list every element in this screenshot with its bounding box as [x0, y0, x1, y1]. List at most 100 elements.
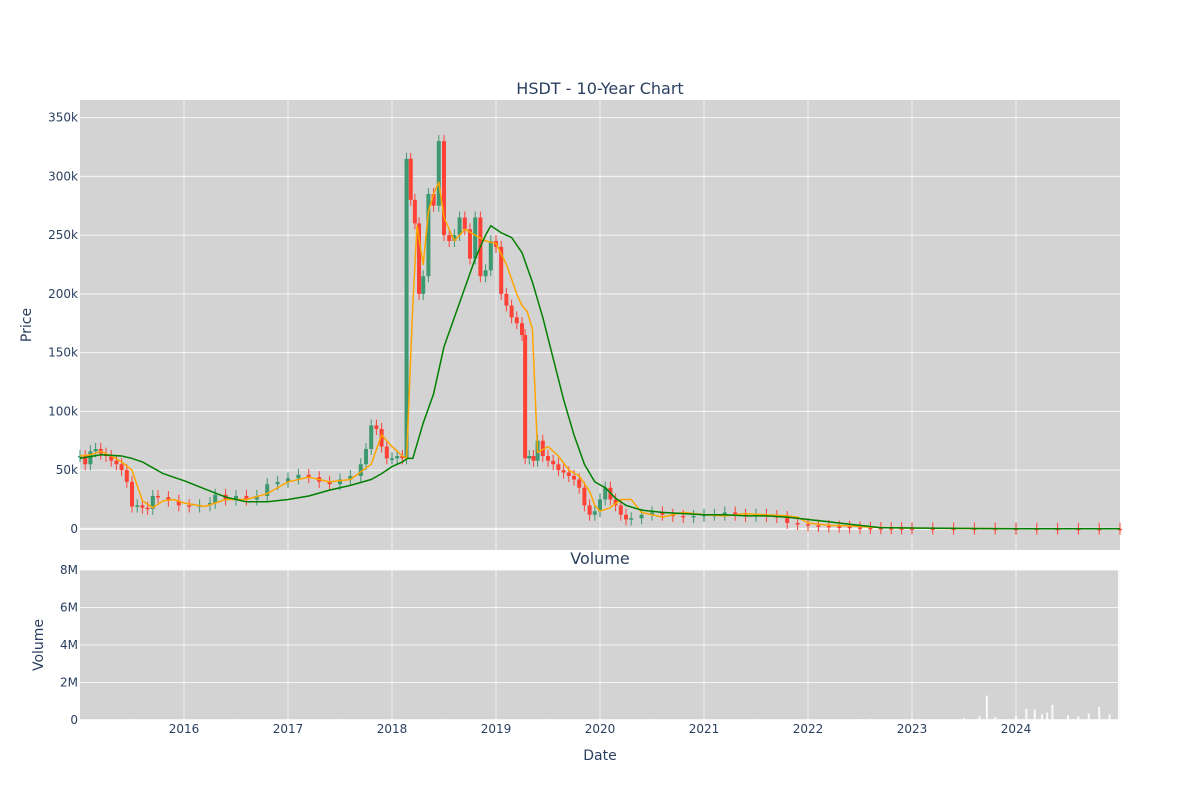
volume-bar	[1046, 712, 1049, 720]
candle-body	[504, 293, 509, 306]
candle-body	[408, 158, 413, 200]
x-tick-label: 2021	[689, 722, 720, 736]
volume-bar	[1067, 715, 1069, 720]
volume-bar	[807, 719, 809, 720]
candle-body	[421, 276, 426, 294]
candle-body	[691, 515, 696, 518]
candle-body	[523, 334, 528, 459]
candle-body	[447, 235, 452, 241]
candle-body	[546, 456, 550, 461]
candle-body	[826, 525, 831, 528]
price-y-tick-label: 200k	[48, 287, 78, 301]
candle-body	[374, 425, 379, 429]
candle-body	[899, 528, 904, 530]
candle-body	[993, 528, 998, 531]
candle-body	[379, 428, 384, 447]
volume-bar	[1117, 570, 1120, 720]
price-y-tick-label: 150k	[48, 346, 78, 360]
volume-bar	[287, 719, 289, 720]
candle-body	[847, 526, 852, 529]
tick-labels: 2016 2017 2018 2019 2020 2021 2022 2023 2024 0 50k…	[48, 111, 1031, 736]
volume-y-tick-label: 6M	[60, 601, 78, 615]
volume-bar	[131, 719, 133, 720]
volume-y-tick-label: 2M	[60, 676, 78, 690]
candle-body	[785, 517, 790, 523]
candle-body	[254, 495, 259, 500]
volume-bar	[963, 718, 965, 720]
candle-body	[187, 505, 192, 507]
candle-body	[582, 487, 587, 506]
volume-bar	[869, 718, 872, 720]
candle-body	[348, 475, 353, 480]
price-y-axis-title: Price	[19, 308, 35, 342]
x-tick-label: 2016	[169, 722, 200, 736]
volume-bar	[911, 718, 913, 720]
candle-body	[650, 512, 654, 515]
volume-bar	[1087, 713, 1090, 720]
candle-body	[135, 505, 140, 507]
candle-body	[83, 456, 88, 465]
candle-body	[327, 481, 332, 485]
volume-bar	[994, 717, 997, 720]
volume-subplot-title: Volume	[570, 549, 630, 568]
candle-body	[400, 456, 405, 459]
volume-bar	[1015, 716, 1017, 720]
candle-body	[234, 495, 238, 500]
candle-body	[540, 440, 545, 457]
candle-body	[624, 514, 628, 520]
price-y-tick-label: 350k	[48, 111, 78, 125]
candle-body	[660, 512, 665, 515]
candle-body	[286, 478, 290, 482]
volume-bar	[1051, 705, 1054, 720]
candle-body	[426, 193, 431, 277]
price-marks	[78, 135, 1122, 535]
candle-body	[531, 456, 536, 461]
volume-y-tick-label: 0	[70, 713, 78, 727]
volume-y-tick-label: 4M	[60, 638, 78, 652]
candle-body	[395, 456, 400, 459]
volume-bar	[339, 719, 341, 720]
candle-body	[417, 223, 422, 294]
volume-bar	[1108, 714, 1111, 720]
volume-bar	[183, 719, 185, 720]
candle-body	[488, 240, 493, 271]
candle-body	[296, 474, 301, 479]
candle-body	[722, 512, 727, 515]
candle-body	[213, 494, 218, 504]
candle-body	[452, 235, 457, 241]
candle-body	[566, 472, 571, 476]
candle-body	[499, 246, 504, 294]
candle-body	[483, 270, 488, 277]
candle-body	[520, 323, 524, 335]
chart-title: HSDT - 10-Year Chart	[516, 79, 683, 98]
x-tick-label: 2020	[585, 722, 616, 736]
price-y-tick-label: 50k	[56, 463, 78, 477]
candle-body	[145, 507, 150, 510]
candle-body	[338, 479, 342, 485]
candle-body	[816, 525, 821, 527]
candle-body	[468, 229, 472, 259]
x-tick-label: 2024	[1001, 722, 1032, 736]
candle-body	[119, 464, 124, 471]
candle-body	[124, 470, 129, 482]
candle-body	[176, 500, 181, 506]
candle-body	[514, 317, 519, 324]
candle-body	[868, 527, 873, 530]
candle-body	[806, 524, 810, 526]
price-y-tick-label: 250k	[48, 228, 78, 242]
volume-y-axis-title: Volume	[31, 619, 47, 671]
candle-body	[592, 511, 597, 515]
candle-body	[795, 522, 800, 525]
candle-body	[910, 528, 914, 530]
volume-bar	[859, 719, 861, 720]
candle-body	[109, 456, 114, 461]
volume-bar	[985, 695, 988, 720]
candle-body	[527, 456, 532, 459]
candle-body	[78, 456, 82, 458]
candle-body	[639, 514, 644, 519]
candle-body	[390, 458, 394, 460]
volume-marks	[131, 570, 1120, 720]
candle-body	[140, 505, 145, 508]
